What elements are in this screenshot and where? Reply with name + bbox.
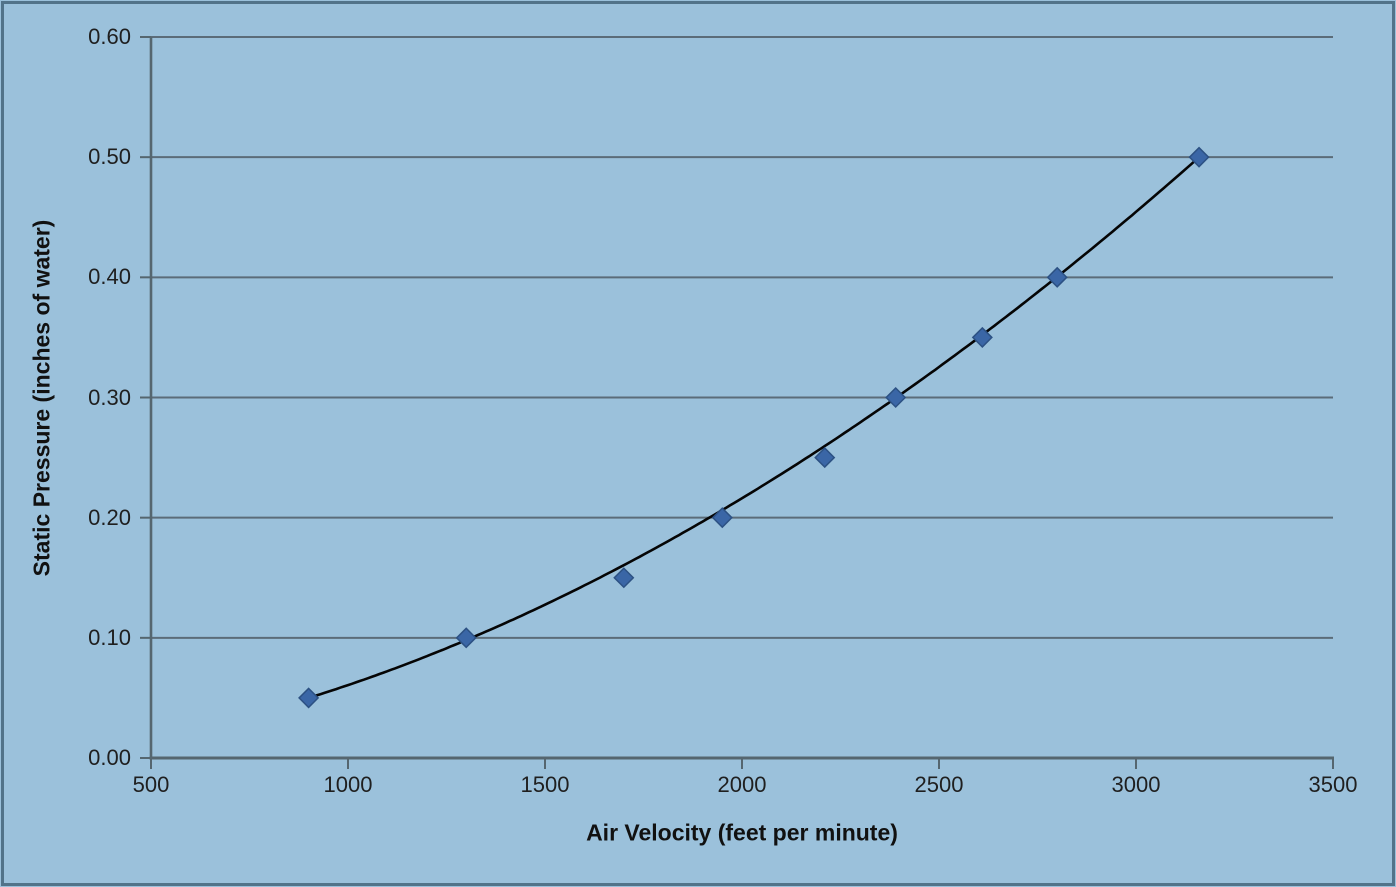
y-tick-label-0.20: 0.20 bbox=[88, 504, 131, 530]
y-tick-label-0.60: 0.60 bbox=[88, 24, 131, 49]
x-tick-label-3500: 3500 bbox=[1308, 772, 1358, 797]
x-tick-label-500: 500 bbox=[132, 772, 170, 797]
y-axis-title: Static Pressure (inches of water) bbox=[28, 219, 55, 577]
x-tick-label-1000: 1000 bbox=[323, 772, 373, 797]
y-tick-label-0.50: 0.50 bbox=[88, 144, 131, 170]
data-point-marker bbox=[1188, 146, 1210, 168]
data-point-marker bbox=[711, 507, 733, 529]
data-point-marker bbox=[971, 326, 993, 348]
data-point-marker bbox=[613, 567, 635, 589]
x-tick-label-2500: 2500 bbox=[914, 772, 964, 797]
data-point-marker bbox=[814, 447, 836, 469]
x-tick-label-3000: 3000 bbox=[1111, 772, 1161, 797]
y-tick-label-0.40: 0.40 bbox=[88, 264, 131, 290]
x-tick-label-1500: 1500 bbox=[520, 772, 570, 797]
data-point-marker bbox=[1046, 266, 1068, 288]
x-axis-title: Air Velocity (feet per minute) bbox=[586, 819, 898, 846]
y-tick-label-0.30: 0.30 bbox=[88, 384, 131, 410]
trendline bbox=[307, 156, 1201, 700]
y-tick-label-0.00: 0.00 bbox=[88, 745, 131, 770]
data-point-marker bbox=[885, 386, 907, 409]
data-point-marker bbox=[298, 687, 320, 709]
data-point-marker bbox=[455, 627, 477, 649]
x-tick-label-2000: 2000 bbox=[717, 772, 767, 797]
y-tick-label-0.10: 0.10 bbox=[88, 624, 131, 650]
